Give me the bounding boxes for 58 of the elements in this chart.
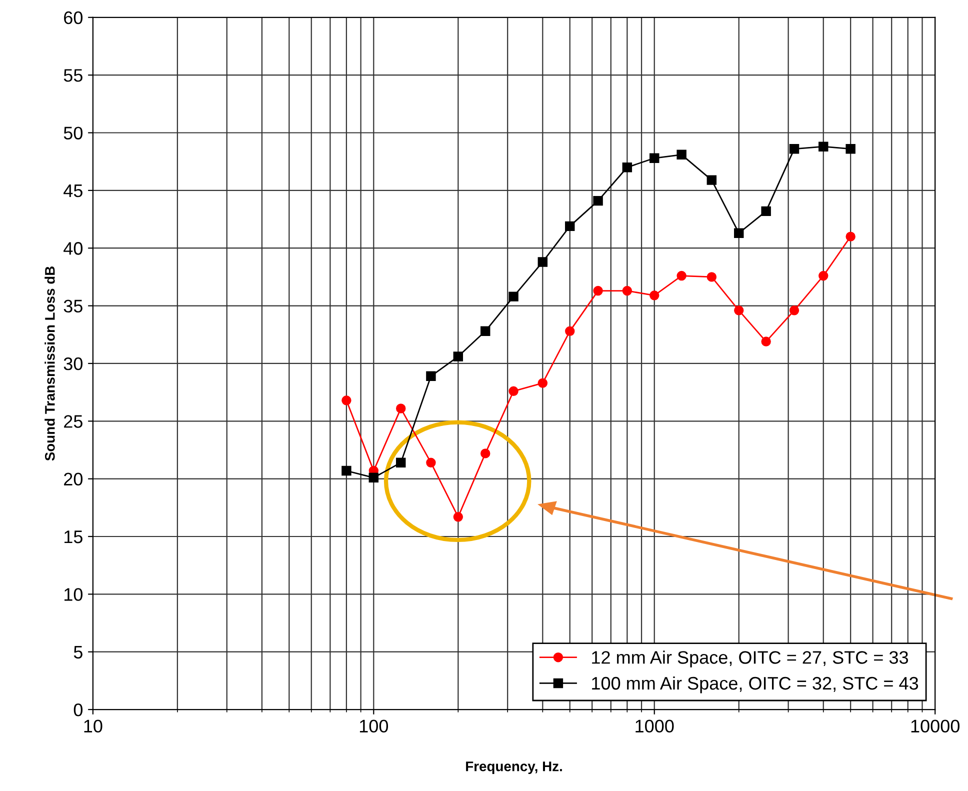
point [676, 270, 686, 281]
legend-label: 100 mm Air Space, OITC = 32, STC = 43 [592, 676, 918, 694]
y-tick-label: 60 [64, 11, 82, 24]
x-tick-label: 100 [360, 720, 388, 733]
y-tick-label: 45 [64, 184, 82, 198]
point [734, 228, 744, 238]
x-axis-title: Frequency, Hz. [466, 762, 562, 774]
x-tick-label: 10 [84, 720, 102, 733]
point [426, 458, 436, 468]
x-tick-label: 1000 [636, 720, 674, 733]
y-tick-label: 0 [74, 703, 82, 716]
point [453, 512, 464, 522]
point [818, 270, 828, 281]
point [761, 206, 771, 216]
y-tick-label: 15 [64, 530, 82, 544]
point [396, 458, 406, 468]
point [734, 306, 744, 316]
point [706, 175, 717, 185]
point [453, 352, 464, 362]
y-tick-label: 10 [64, 588, 82, 601]
point [342, 396, 352, 406]
point [508, 292, 518, 302]
point [342, 466, 352, 476]
point [789, 144, 800, 154]
y-tick-label: 50 [64, 126, 82, 140]
y-tick-label: 40 [64, 242, 82, 255]
point [593, 196, 603, 206]
point [396, 404, 406, 414]
point [706, 272, 717, 282]
point [846, 232, 856, 242]
point [538, 257, 548, 267]
point [480, 448, 490, 458]
y-tick-label: 35 [64, 300, 82, 313]
y-axis-title: Sound Transmission Loss dB [44, 266, 55, 461]
y-tick-label: 30 [64, 357, 82, 370]
point [761, 336, 771, 346]
point [622, 286, 632, 296]
point [789, 306, 800, 316]
y-tick-label: 5 [74, 646, 82, 659]
x-tick-label: 10000 [911, 720, 960, 733]
point [426, 371, 436, 382]
y-tick-label: 20 [64, 472, 82, 486]
point [676, 150, 686, 160]
point [818, 142, 828, 152]
point [593, 286, 603, 296]
point [480, 326, 490, 336]
point [508, 386, 518, 396]
point [368, 472, 379, 483]
point [565, 326, 575, 336]
point [650, 153, 660, 163]
point [846, 144, 856, 154]
y-tick-label: 25 [64, 415, 82, 428]
point [565, 221, 575, 232]
point [538, 378, 548, 388]
point [622, 162, 632, 172]
point [650, 290, 660, 300]
legend-label: 12 mm Air Space, OITC = 27, STC = 33 [592, 650, 908, 668]
y-tick-label: 55 [64, 69, 82, 82]
